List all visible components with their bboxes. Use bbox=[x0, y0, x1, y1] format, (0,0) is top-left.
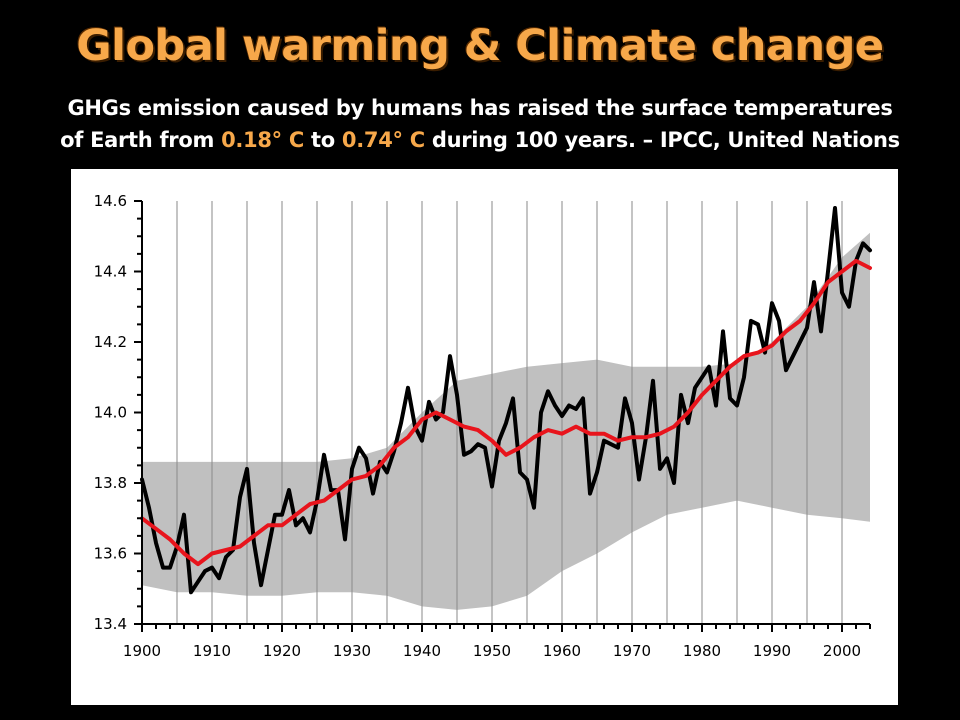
subtitle-text-c: during 100 years. – IPCC, United Nations bbox=[424, 128, 900, 152]
x-tick-label: 1970 bbox=[613, 642, 651, 660]
y-tick-label: 14.0 bbox=[94, 404, 127, 422]
y-tick-label: 13.4 bbox=[94, 615, 127, 633]
subtitle-line-1: GHGs emission caused by humans has raise… bbox=[67, 96, 893, 120]
x-tick-label: 2000 bbox=[823, 642, 861, 660]
y-tick-label: 14.2 bbox=[94, 333, 127, 351]
x-tick-label: 1920 bbox=[263, 642, 301, 660]
subtitle-text-b: to bbox=[304, 128, 342, 152]
y-tick-label: 14.6 bbox=[94, 192, 127, 210]
x-tick-label: 1930 bbox=[333, 642, 371, 660]
x-tick-label: 1910 bbox=[193, 642, 231, 660]
x-tick-label: 1960 bbox=[543, 642, 581, 660]
x-tick-label: 1940 bbox=[403, 642, 441, 660]
x-tick-label: 1950 bbox=[473, 642, 511, 660]
chart-panel: 13.4 13.6 13.8 14.0 14.2 14.4 14.6 1900 1910 1920… bbox=[71, 169, 898, 705]
subtitle: GHGs emission caused by humans has raise… bbox=[0, 92, 960, 156]
y-tick-label: 14.4 bbox=[94, 263, 127, 281]
temperature-chart: 13.4 13.6 13.8 14.0 14.2 14.4 14.6 1900 1910 1920… bbox=[94, 192, 872, 660]
subtitle-line-2: of Earth from 0.18° C to 0.74° C during … bbox=[0, 124, 960, 156]
y-tick-label: 13.8 bbox=[94, 474, 127, 492]
x-tick-label: 1990 bbox=[753, 642, 791, 660]
subtitle-value-high: 0.74° C bbox=[341, 128, 425, 152]
x-tick-label: 1980 bbox=[683, 642, 721, 660]
slide-title: Global warming & Climate change bbox=[76, 21, 884, 71]
y-tick-label: 13.6 bbox=[94, 545, 127, 563]
annual-line bbox=[140, 206, 872, 595]
x-tick-label: 1900 bbox=[123, 642, 161, 660]
smoothed-line bbox=[140, 258, 872, 567]
subtitle-text-a: of Earth from bbox=[60, 128, 222, 152]
subtitle-value-low: 0.18° C bbox=[221, 128, 304, 152]
